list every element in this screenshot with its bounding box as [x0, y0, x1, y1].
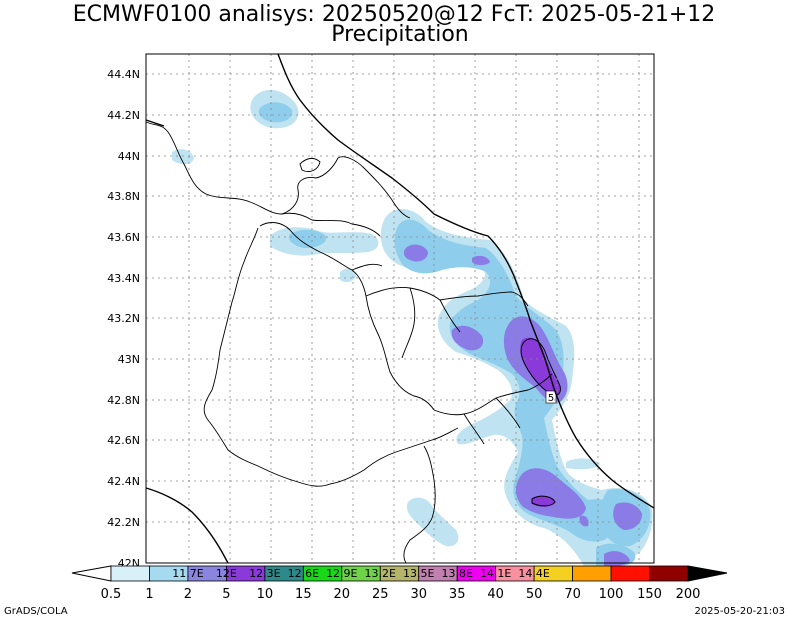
precip-area-lavender: [472, 255, 490, 265]
colorbar-level-label: 40: [487, 587, 504, 602]
colorbar-inner-label: 14.4E: [518, 567, 549, 580]
colorbar-level-label: 10: [257, 587, 274, 602]
precip-contour-line: [531, 495, 556, 507]
colorbar-level-label: 2: [184, 587, 192, 602]
colorbar-inner-label: 12E: [216, 567, 237, 580]
precipitation-shading: 5: [172, 89, 653, 566]
colorbar-level-label: 1: [145, 587, 153, 602]
lat-label: 42.8N: [107, 394, 140, 407]
map-frame: [145, 53, 655, 564]
lat-label: 43N: [118, 353, 140, 366]
colorbar-inner-label: 13.2E: [365, 567, 396, 580]
precip-area-sky: [288, 229, 327, 248]
colorbar-lower-arrow: [71, 565, 112, 582]
colorbar-level-labels: 0.5 1 2 5 10 15 20 25 30 35 40 50 70 100 150 200: [101, 587, 701, 602]
colorbar-level-label: 200: [676, 587, 701, 602]
lat-label: 44.4N: [107, 68, 140, 81]
lat-label: 42.4N: [107, 475, 140, 488]
precip-area-light: [380, 208, 653, 566]
colorbar-upper-arrow: [687, 565, 728, 582]
colorbar-cell: [572, 565, 612, 582]
latitude-labels: 44.4N 44.2N 44N 43.8N 43.6N 43.4N 43.2N …: [107, 68, 140, 570]
colorbar-level-label: 15: [295, 587, 312, 602]
colorbar-inner-label: 13.8E: [441, 567, 472, 580]
colorbar-cell: [110, 565, 150, 582]
precip-area-lavender: [403, 244, 428, 262]
graticule: [146, 54, 654, 563]
lat-label: 44.2N: [107, 109, 140, 122]
title-line-2: Precipitation: [331, 22, 469, 47]
colorbar-level-label: 50: [526, 587, 543, 602]
contour-label-box: [545, 390, 557, 404]
precip-area-purple: [520, 337, 561, 396]
lat-label: 43.8N: [107, 190, 140, 203]
colorbar-level-label: 35: [449, 587, 466, 602]
footer-timestamp: 2025-05-20-21:03: [694, 606, 785, 617]
lat-label: 43.4N: [107, 272, 140, 285]
colorbar-inner-label: 14.1E: [480, 567, 511, 580]
lat-label: 43.2N: [107, 312, 140, 325]
colorbar-level-label: 150: [637, 587, 662, 602]
colorbar-inner-labels: 11.7E 12E 12.3E 12.6E 12.9E 13.2E 13.5E 13.8E 14…: [172, 567, 550, 580]
precip-area-lavender: [613, 502, 642, 530]
regional-boundaries: [145, 121, 553, 564]
precip-area-light: [406, 497, 459, 547]
precip-area-lavender: [604, 551, 630, 566]
colorbar-level-label: 0.5: [101, 587, 122, 602]
colorbar: 11.7E 12E 12.3E 12.6E 12.9E 13.2E 13.5E 13.8E 14…: [71, 565, 728, 602]
colorbar-level-label: 20: [334, 587, 351, 602]
precip-area-lavender: [516, 468, 586, 519]
colorbar-inner-label: 11.7E: [172, 567, 203, 580]
colorbar-inner-label: 12.6E: [288, 567, 319, 580]
precip-area-light: [566, 458, 600, 470]
coastline: [277, 53, 655, 509]
contour-label: 5: [548, 393, 554, 404]
coastline: [145, 487, 229, 564]
precip-area-purple: [532, 495, 556, 507]
colorbar-cell: [649, 565, 689, 582]
map-panel: 5: [107, 53, 655, 570]
precip-area-sky: [258, 102, 293, 123]
colorbar-level-label: 70: [564, 587, 581, 602]
colorbar-level-label: 5: [222, 587, 230, 602]
precip-area-lavender: [579, 515, 589, 527]
colorbar-level-label: 30: [410, 587, 427, 602]
precip-contour-line: [520, 338, 561, 397]
colorbar-cells: [110, 565, 689, 582]
lat-label: 43.6N: [107, 231, 140, 244]
title-line-1: ECMWF0100 analisys: 20250520@12 FcT: 202…: [73, 2, 716, 27]
lat-label: 42.2N: [107, 516, 140, 529]
lat-label: 44N: [118, 150, 140, 163]
footer-credit: GrADS/COLA: [4, 606, 68, 617]
colorbar-level-label: 100: [599, 587, 624, 602]
precip-area-light: [172, 149, 194, 165]
colorbar-inner-label: 12.9E: [326, 567, 357, 580]
coastline: [145, 119, 165, 127]
lat-label: 42.6N: [107, 434, 140, 447]
colorbar-inner-label: 12.3E: [249, 567, 280, 580]
precip-area-light: [340, 268, 356, 283]
colorbar-level-label: 25: [372, 587, 389, 602]
colorbar-inner-label: 13.5E: [403, 567, 434, 580]
colorbar-cell: [610, 565, 650, 582]
